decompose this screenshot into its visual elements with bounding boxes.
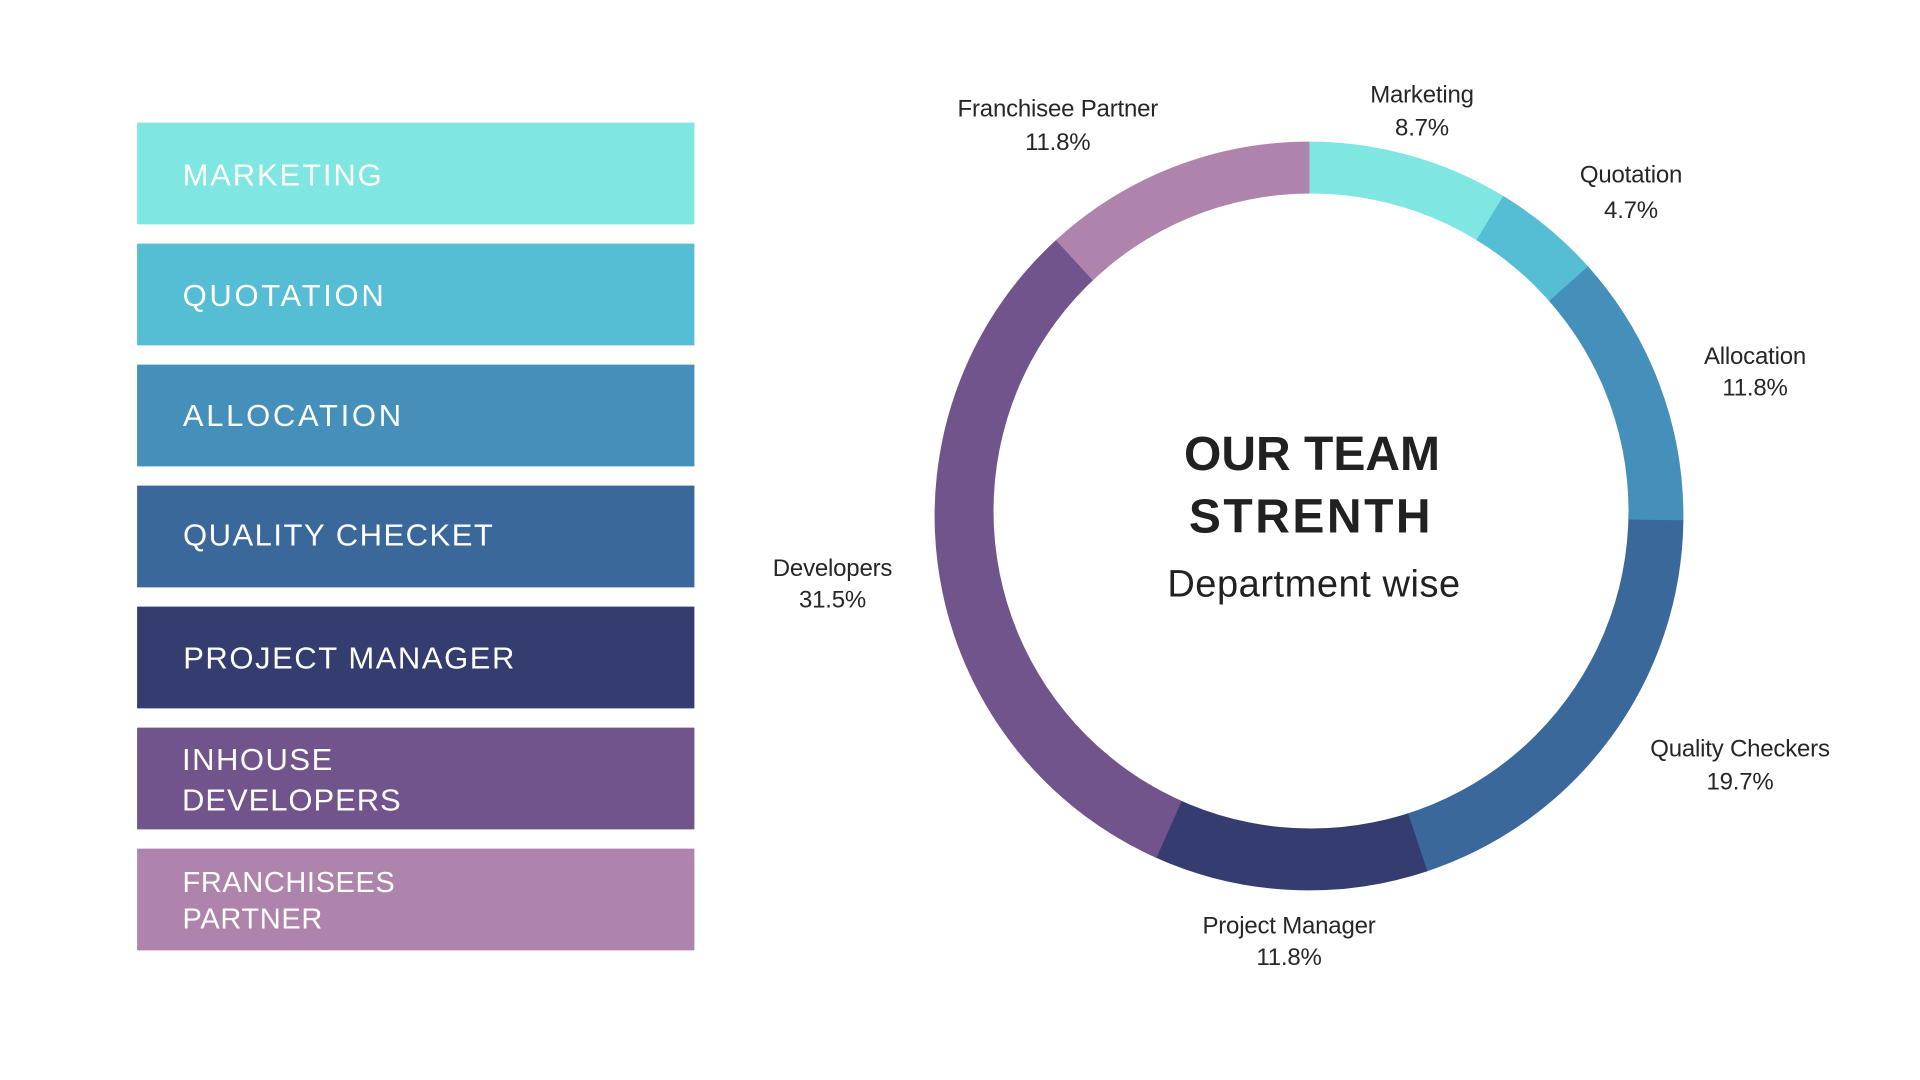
svg-text:Allocation: Allocation — [1704, 343, 1806, 370]
svg-text:ALLOCATION: ALLOCATION — [183, 398, 404, 433]
svg-text:11.8%: 11.8% — [1722, 375, 1787, 402]
svg-text:Developers: Developers — [773, 555, 893, 582]
svg-text:Quotation: Quotation — [1580, 162, 1682, 189]
svg-text:PARTNER: PARTNER — [183, 904, 323, 936]
svg-text:Franchisee Partner: Franchisee Partner — [958, 95, 1159, 122]
svg-text:19.7%: 19.7% — [1706, 768, 1773, 795]
svg-text:FRANCHISEES: FRANCHISEES — [183, 867, 396, 899]
svg-text:MARKETING: MARKETING — [183, 158, 384, 193]
svg-text:11.8%: 11.8% — [1025, 129, 1090, 156]
svg-text:Project Manager: Project Manager — [1202, 913, 1375, 940]
svg-text:Marketing: Marketing — [1370, 81, 1474, 108]
svg-text:31.5%: 31.5% — [799, 587, 866, 614]
svg-text:QUALITY CHECKET: QUALITY CHECKET — [183, 518, 494, 553]
svg-text:QUOTATION: QUOTATION — [183, 278, 387, 313]
svg-text:OUR TEAM: OUR TEAM — [1184, 428, 1440, 481]
svg-text:8.7%: 8.7% — [1395, 115, 1449, 142]
svg-text:PROJECT MANAGER: PROJECT MANAGER — [183, 641, 516, 676]
svg-text:DEVELOPERS: DEVELOPERS — [182, 783, 402, 818]
svg-text:INHOUSE: INHOUSE — [182, 742, 334, 777]
svg-text:STRENTH: STRENTH — [1189, 491, 1433, 544]
svg-text:11.8%: 11.8% — [1256, 944, 1321, 971]
svg-text:4.7%: 4.7% — [1604, 197, 1658, 224]
svg-text:Quality Checkers: Quality Checkers — [1650, 736, 1830, 763]
svg-text:Department wise: Department wise — [1167, 564, 1460, 606]
